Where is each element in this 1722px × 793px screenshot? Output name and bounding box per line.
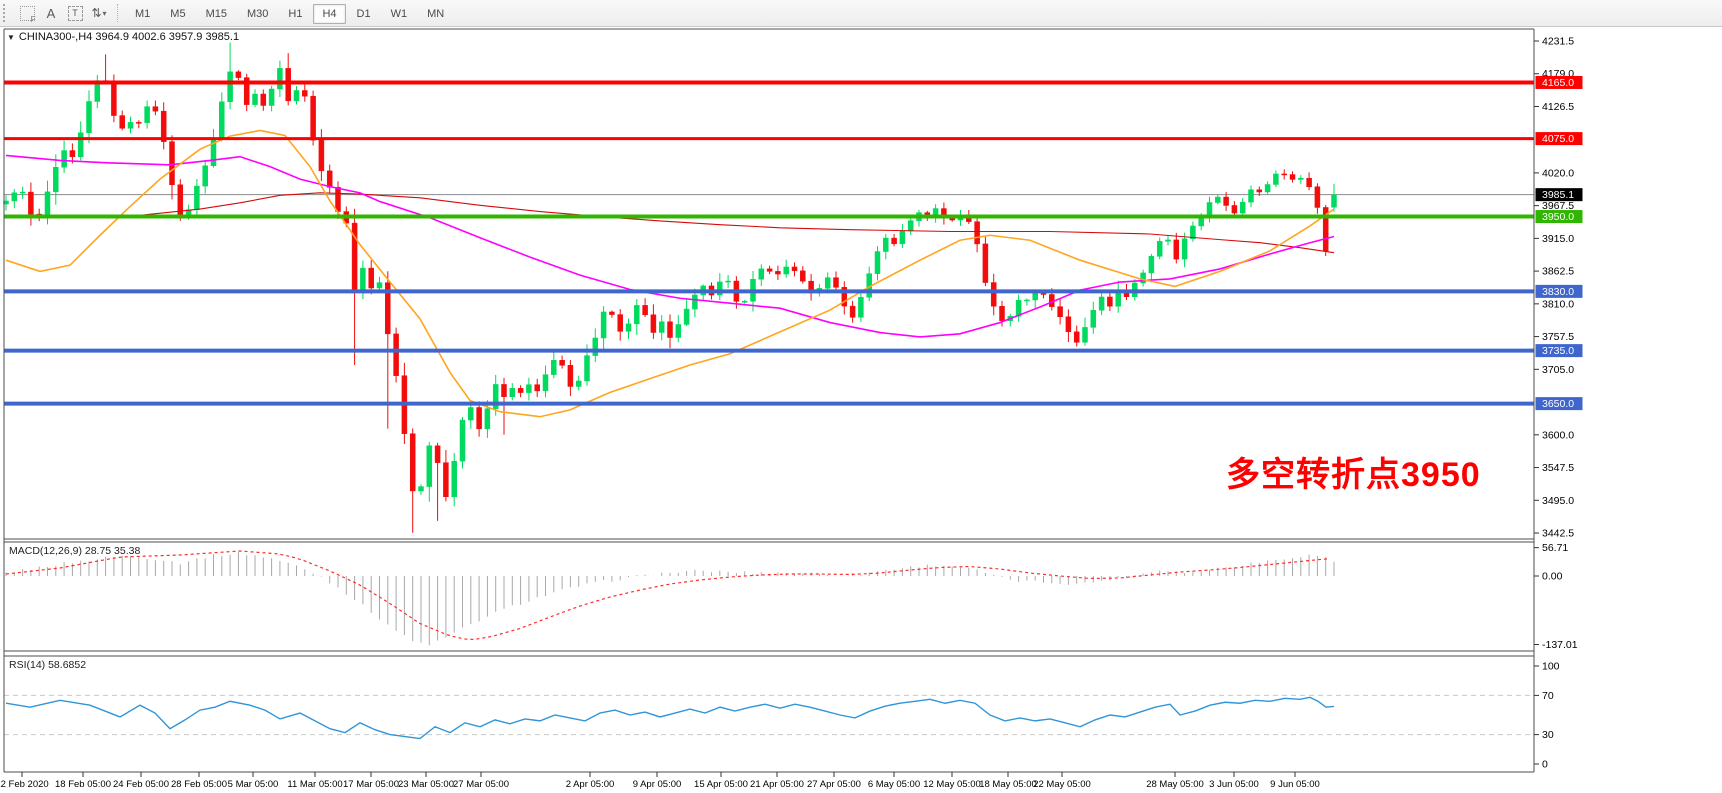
svg-text:23 Mar 05:00: 23 Mar 05:00	[398, 779, 454, 790]
chart-title: ▼ CHINA300-,H4 3964.9 4002.6 3957.9 3985.…	[7, 31, 239, 43]
svg-text:9 Jun 05:00: 9 Jun 05:00	[1270, 779, 1320, 790]
svg-text:15 Apr 05:00: 15 Apr 05:00	[694, 779, 748, 790]
svg-text:3915.0: 3915.0	[1542, 233, 1574, 245]
svg-text:21 Apr 05:00: 21 Apr 05:00	[750, 779, 804, 790]
svg-text:24 Feb 05:00: 24 Feb 05:00	[113, 779, 169, 790]
svg-text:17 Mar 05:00: 17 Mar 05:00	[343, 779, 399, 790]
svg-text:0: 0	[1542, 759, 1548, 771]
svg-text:27 Apr 05:00: 27 Apr 05:00	[807, 779, 861, 790]
timeframe-button-h4[interactable]: H4	[313, 4, 346, 24]
chart-window: 4231.5 4179.0 4126.5 4020.0 3967.5 3915.0 3862…	[0, 27, 1722, 793]
cycle-arrows-icon[interactable]: ⇅ ▾	[91, 6, 107, 20]
svg-text:-137.01: -137.01	[1542, 639, 1578, 651]
svg-text:4075.0: 4075.0	[1542, 133, 1574, 145]
svg-text:70: 70	[1542, 690, 1554, 702]
chart-canvas[interactable]: 4231.54179.04126.54020.03967.53915.03862…	[0, 27, 1722, 793]
timeframe-button-w1[interactable]: W1	[390, 8, 408, 20]
crosshair-f-icon[interactable]: F	[16, 3, 38, 24]
timeframe-button-m30[interactable]: M30	[246, 8, 269, 20]
rsi-panel	[4, 694, 1534, 740]
svg-text:3495.0: 3495.0	[1542, 495, 1574, 507]
svg-text:28 Feb 05:00: 28 Feb 05:00	[171, 779, 227, 790]
svg-text:3985.1: 3985.1	[1542, 189, 1574, 201]
rsi-indicator-label: RSI(14) 58.6852	[9, 659, 87, 671]
svg-text:18 May 05:00: 18 May 05:00	[979, 779, 1037, 790]
toolbar-grip[interactable]	[3, 4, 11, 22]
svg-text:11 Mar 05:00: 11 Mar 05:00	[287, 779, 342, 790]
svg-text:3830.0: 3830.0	[1542, 286, 1574, 298]
svg-text:0.00: 0.00	[1542, 571, 1563, 583]
ma-orange	[5, 129, 1335, 418]
svg-text:3950.0: 3950.0	[1542, 211, 1574, 223]
svg-text:3600.0: 3600.0	[1542, 429, 1574, 441]
symbol-dropdown-icon[interactable]: ▼	[7, 33, 15, 42]
svg-text:100: 100	[1542, 661, 1560, 673]
price-axis[interactable]: 4231.54179.04126.54020.03967.53915.03862…	[1534, 36, 1583, 771]
timeframe-button-mn[interactable]: MN	[427, 8, 445, 20]
timeframe-button-m5[interactable]: M5	[170, 8, 186, 20]
text-a-icon[interactable]: A	[46, 5, 56, 21]
svg-text:27 Mar 05:00: 27 Mar 05:00	[453, 779, 509, 790]
dropdown-caret[interactable]: ▾	[102, 8, 107, 18]
support-resistance-lines[interactable]	[4, 80, 1534, 406]
macd-indicator-label: MACD(12,26,9) 28.75 35.38	[9, 545, 141, 557]
top-toolbar: F A T ⇅ ▾ M1 M5 M15 M30 H1 H4 D1 W1 MN	[0, 0, 1722, 27]
panel-borders	[3, 28, 1535, 773]
svg-text:22 May 05:00: 22 May 05:00	[1033, 779, 1091, 790]
svg-text:3650.0: 3650.0	[1542, 398, 1574, 410]
svg-text:3547.5: 3547.5	[1542, 462, 1574, 474]
svg-text:5 Mar 05:00: 5 Mar 05:00	[228, 779, 279, 790]
svg-text:3705.0: 3705.0	[1542, 364, 1574, 376]
svg-text:18 Feb 05:00: 18 Feb 05:00	[55, 779, 111, 790]
candles-layer	[3, 42, 1337, 533]
svg-text:3757.5: 3757.5	[1542, 331, 1574, 343]
timeframe-button-m15[interactable]: M15	[205, 8, 227, 20]
svg-text:3967.5: 3967.5	[1542, 200, 1574, 212]
svg-text:6 May 05:00: 6 May 05:00	[868, 779, 920, 790]
svg-text:12 Feb 2020: 12 Feb 2020	[0, 779, 49, 790]
svg-text:9 Apr 05:00: 9 Apr 05:00	[633, 779, 682, 790]
svg-text:12 May 05:00: 12 May 05:00	[923, 779, 981, 790]
svg-text:3 Jun 05:00: 3 Jun 05:00	[1209, 779, 1259, 790]
timeframe-button-group: M1 M5 M15 M30 H1 H4 D1 W1 MN	[125, 4, 454, 24]
svg-text:3810.0: 3810.0	[1542, 298, 1574, 310]
svg-text:4020.0: 4020.0	[1542, 167, 1574, 179]
svg-text:3735.0: 3735.0	[1542, 345, 1574, 357]
svg-text:2 Apr 05:00: 2 Apr 05:00	[566, 779, 615, 790]
ma-red	[139, 192, 1335, 254]
svg-text:56.71: 56.71	[1542, 542, 1568, 554]
svg-text:30: 30	[1542, 729, 1554, 741]
chart-annotation-text: 多空转折点3950	[1226, 456, 1481, 494]
timeframe-button-d1[interactable]: D1	[356, 8, 371, 20]
text-box-icon[interactable]: T	[64, 3, 86, 23]
timeframe-button-h1[interactable]: H1	[288, 8, 303, 20]
timeframe-button-m1[interactable]: M1	[135, 8, 151, 20]
macd-panel	[5, 550, 1335, 646]
svg-text:4231.5: 4231.5	[1542, 36, 1574, 48]
svg-text:4126.5: 4126.5	[1542, 101, 1574, 113]
chart-title-text: CHINA300-,H4 3964.9 4002.6 3957.9 3985.1	[18, 31, 240, 43]
moving-averages-layer	[5, 129, 1335, 418]
svg-text:28 May 05:00: 28 May 05:00	[1146, 779, 1204, 790]
svg-text:3442.5: 3442.5	[1542, 528, 1574, 540]
toolbar-separator	[117, 4, 119, 22]
svg-text:3862.5: 3862.5	[1542, 266, 1574, 278]
svg-text:4165.0: 4165.0	[1542, 77, 1574, 89]
ma-magenta	[5, 154, 1335, 338]
time-axis[interactable]: 12 Feb 2020 18 Feb 05:00 24 Feb 05:00 28 Fe…	[0, 772, 1320, 790]
